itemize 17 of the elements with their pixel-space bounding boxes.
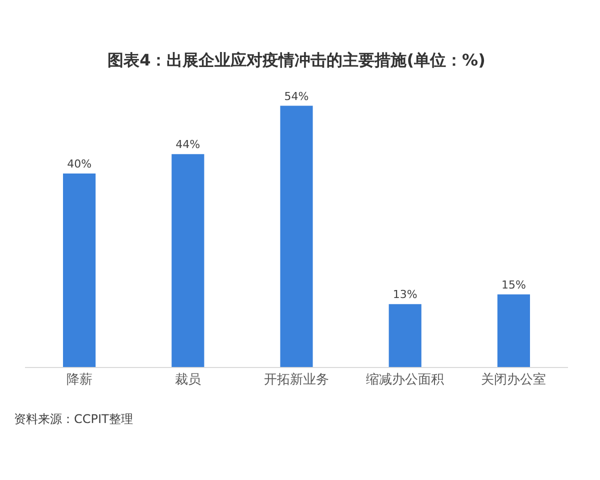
bar [63,173,96,367]
x-tick-label: 关闭办公室 [481,372,546,388]
bar [497,294,530,367]
x-tick-label: 裁员 [174,372,201,388]
bar [388,304,422,367]
bar [280,106,313,367]
data-label: 15% [501,278,526,292]
data-label: 54% [284,90,309,103]
bar [172,154,204,367]
x-tick-label: 缩减办公面积 [366,372,444,388]
text: 资料来源：CCPIT整理 [14,412,133,426]
x-tick-label: 降薪 [66,372,92,388]
data-label: 44% [176,138,200,152]
data-label: 13% [392,288,418,302]
data-label: 40% [67,157,92,170]
x-tick-label: 开拓新业务 [264,372,329,388]
chart-title: 图表4：出展企业应对疫情冲击的主要措施(单位：%) [108,50,486,70]
